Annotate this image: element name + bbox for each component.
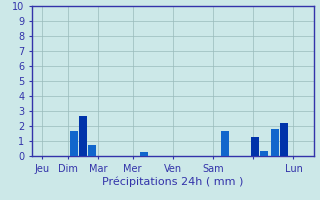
Bar (79, 116, 87, 156)
Bar (140, 152, 148, 156)
Bar (70, 131, 78, 156)
Bar (221, 131, 229, 156)
Bar (271, 129, 279, 156)
Bar (251, 137, 259, 156)
Bar (280, 123, 288, 156)
Bar (260, 151, 268, 156)
X-axis label: Précipitations 24h ( mm ): Précipitations 24h ( mm ) (102, 176, 244, 187)
Bar (88, 145, 96, 156)
